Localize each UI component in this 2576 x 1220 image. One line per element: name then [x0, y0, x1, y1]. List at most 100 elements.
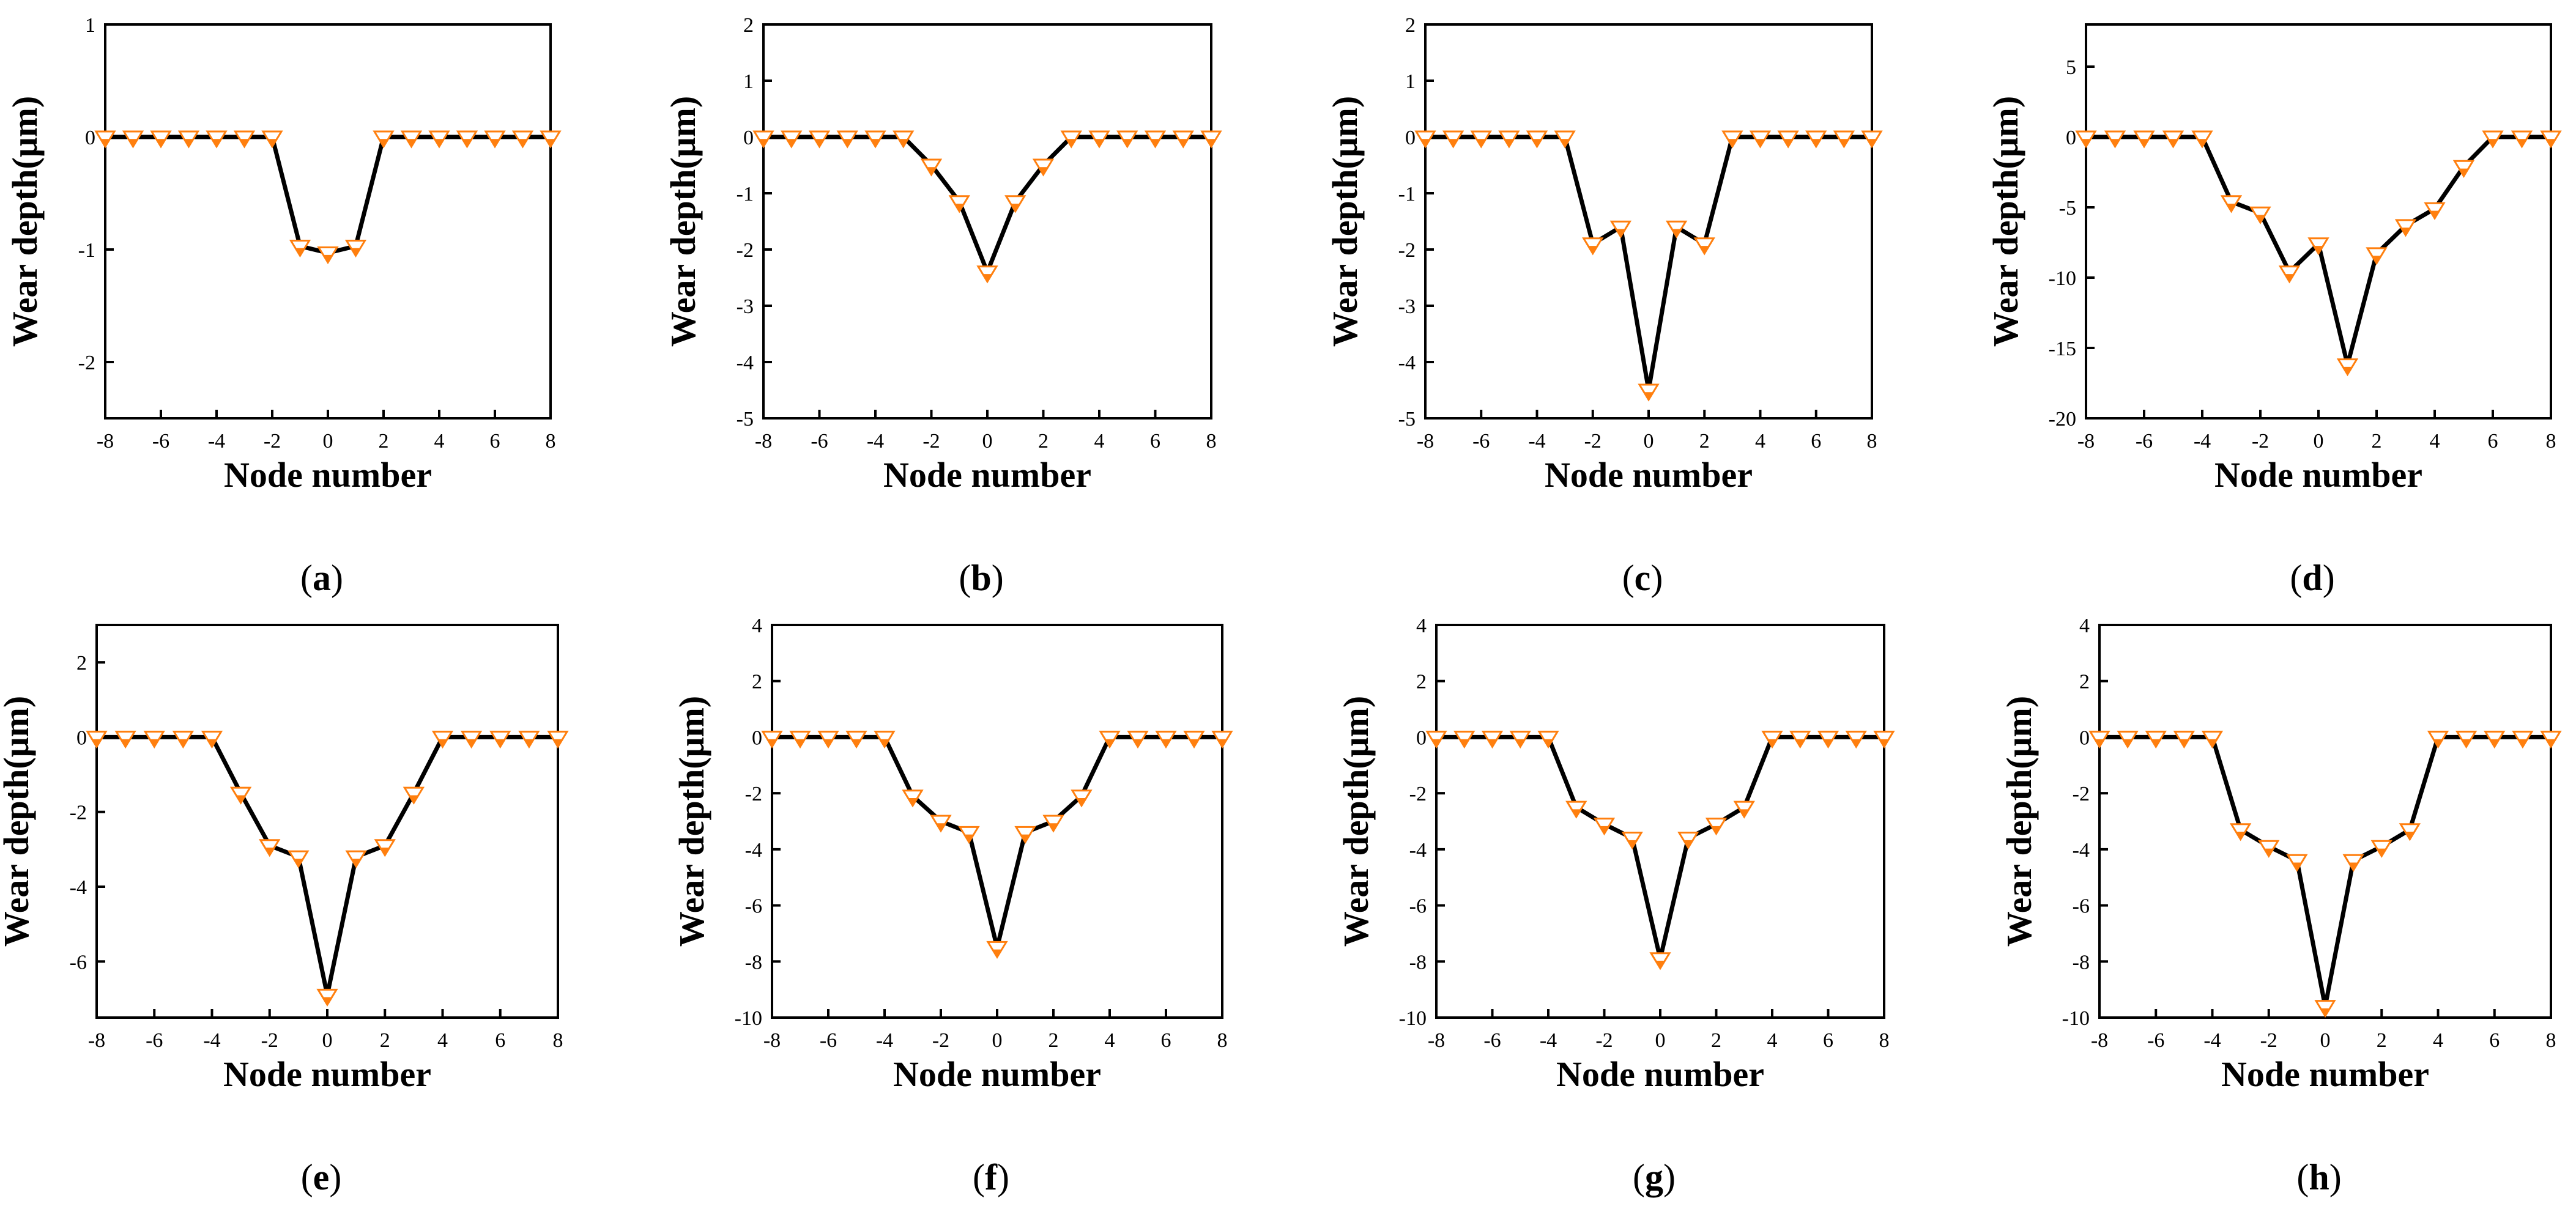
data-point	[2452, 160, 2475, 178]
data-point	[172, 730, 195, 749]
marker-fill	[787, 139, 796, 147]
marker-fill	[759, 139, 768, 147]
x-axis-label: Node number	[893, 1054, 1101, 1094]
x-tick-label: 0	[982, 430, 993, 453]
marker-fill	[462, 139, 472, 147]
plot-frame	[95, 624, 559, 1019]
marker-fill	[1039, 167, 1048, 175]
caption-letter: g	[1645, 1157, 1663, 1197]
y-tick-label: -6	[2073, 895, 2090, 918]
marker-fill	[524, 739, 534, 747]
x-tick-label: -8	[88, 1029, 105, 1052]
x-tick-label: 4	[1755, 430, 1765, 453]
data-point	[1677, 832, 1699, 850]
data-point	[2482, 130, 2504, 149]
data-point	[1183, 730, 1205, 749]
panel-caption: (d)	[2290, 558, 2334, 598]
y-tick-label: -15	[2049, 338, 2076, 360]
series-line	[772, 734, 1222, 950]
marker-fill	[1105, 739, 1115, 747]
x-tick-label: 8	[2546, 430, 2556, 453]
marker-fill	[1151, 139, 1160, 147]
data-point	[1071, 789, 1093, 808]
data-point	[2145, 730, 2167, 749]
marker-fill	[1879, 739, 1889, 747]
data-point	[2075, 130, 2097, 149]
data-point	[547, 730, 569, 749]
x-tick-label: -2	[1584, 430, 1602, 453]
x-tick-label: -8	[1428, 1029, 1445, 1052]
data-point	[261, 130, 283, 149]
data-point	[1845, 730, 1867, 749]
marker-fill	[1504, 139, 1514, 147]
data-point	[1470, 130, 1492, 149]
caption-paren-open: (	[973, 1157, 985, 1197]
y-tick-label: 0	[2079, 726, 2090, 749]
y-tick-label: 0	[76, 726, 87, 749]
y-tick-label: -8	[2073, 951, 2090, 974]
series-line	[2099, 734, 2551, 1009]
data-point	[781, 130, 803, 149]
y-tick-label: 1	[743, 70, 754, 93]
marker-fill	[2095, 739, 2104, 747]
caption-paren-open: (	[2290, 558, 2302, 598]
marker-fill	[1011, 204, 1020, 212]
caption-paren-open: (	[959, 558, 971, 598]
data-point	[489, 730, 511, 749]
x-tick-label: 0	[322, 1029, 333, 1052]
data-point	[484, 130, 506, 149]
marker-fill	[323, 254, 333, 263]
marker-fill	[1066, 139, 1076, 147]
data-point	[2117, 730, 2139, 749]
marker-fill	[2372, 256, 2381, 264]
marker-fill	[380, 848, 390, 856]
x-tick-label: 0	[2314, 430, 2324, 453]
marker-fill	[1560, 139, 1570, 147]
data-point	[1099, 730, 1121, 749]
data-point	[2278, 265, 2301, 284]
x-tick-label: 6	[490, 430, 500, 453]
x-tick-label: -6	[152, 430, 169, 453]
x-tick-label: -2	[932, 1029, 949, 1052]
caption-letter: a	[313, 558, 331, 598]
plot-frame	[762, 23, 1212, 420]
data-point	[1749, 130, 1772, 149]
marker-fill	[936, 823, 946, 831]
data-point	[374, 839, 396, 857]
x-tick-label: 4	[1767, 1029, 1778, 1052]
data-point	[1032, 158, 1055, 177]
marker-fill	[128, 139, 138, 147]
marker-fill	[1811, 139, 1821, 147]
marker-fill	[1460, 739, 1469, 747]
marker-fill	[1094, 139, 1104, 147]
caption-letter: e	[313, 1157, 330, 1197]
data-point	[229, 786, 252, 805]
caption-letter: f	[985, 1157, 998, 1197]
y-tick-label: -1	[1398, 183, 1416, 205]
x-tick-label: 8	[1879, 1029, 1890, 1052]
data-point	[2133, 130, 2155, 149]
x-tick-label: 2	[2372, 430, 2382, 453]
caption-letter: d	[2302, 558, 2322, 598]
x-tick-label: -4	[2194, 430, 2211, 453]
data-point	[2229, 823, 2252, 841]
marker-fill	[2490, 739, 2500, 747]
y-axis-label: Wear depth(μm)	[1336, 696, 1376, 947]
data-point	[958, 826, 980, 844]
x-tick-label: -2	[2252, 430, 2269, 453]
x-axis-label: Node number	[2221, 1054, 2429, 1094]
data-point	[428, 130, 450, 149]
marker-fill	[156, 139, 166, 147]
x-tick-label: 8	[2546, 1029, 2556, 1052]
data-point	[2249, 206, 2271, 224]
x-tick-label: 2	[1699, 430, 1710, 453]
x-tick-label: 8	[1206, 430, 1217, 453]
caption-paren-close: )	[997, 1157, 1009, 1197]
data-point	[986, 941, 1008, 959]
marker-fill	[265, 848, 275, 856]
marker-fill	[964, 834, 974, 843]
marker-fill	[2343, 366, 2352, 375]
data-point	[1004, 195, 1026, 213]
caption-paren-close: )	[992, 558, 1004, 598]
